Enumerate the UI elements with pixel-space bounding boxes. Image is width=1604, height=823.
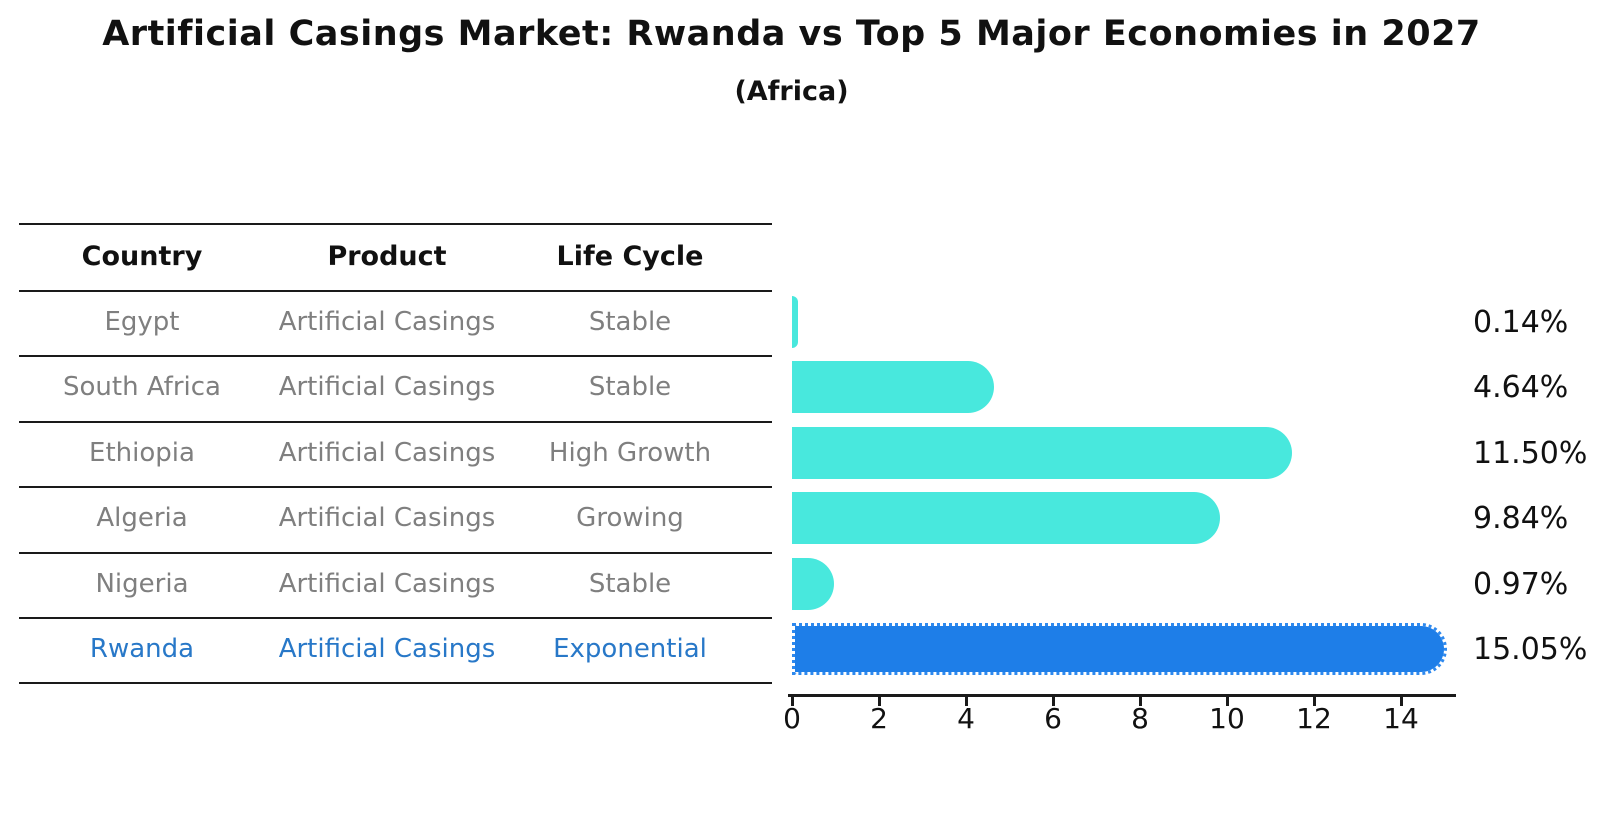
life-cycle-cell: High Growth	[548, 438, 712, 468]
country-cell: Algeria	[96, 503, 188, 533]
bar-egypt	[792, 296, 799, 348]
life-cycle-cell: Growing	[576, 503, 684, 533]
x-tick-label: 0	[783, 702, 801, 735]
table-rule	[19, 552, 772, 554]
x-axis-tick	[1400, 695, 1403, 706]
x-axis-line	[788, 694, 1456, 697]
product-cell: Artificial Casings	[278, 569, 496, 599]
life-cycle-cell: Exponential	[553, 634, 707, 664]
x-tick-label: 2	[870, 702, 888, 735]
country-cell: South Africa	[63, 372, 221, 402]
column-header-country: Country	[81, 241, 203, 272]
x-tick-label: 6	[1044, 702, 1062, 735]
value-label: 0.14%	[1473, 305, 1569, 340]
table-rule	[19, 290, 772, 292]
x-axis-tick	[878, 695, 881, 706]
x-tick-label: 4	[957, 702, 975, 735]
country-cell: Egypt	[104, 307, 180, 337]
life-cycle-cell: Stable	[588, 372, 672, 402]
table-rule	[19, 421, 772, 423]
table-rule	[19, 486, 772, 488]
life-cycle-cell: Stable	[588, 307, 672, 337]
x-axis-tick	[1313, 695, 1316, 706]
value-label: 15.05%	[1473, 632, 1588, 667]
x-tick-label: 8	[1131, 702, 1149, 735]
bar-algeria	[792, 492, 1221, 544]
product-cell: Artificial Casings	[278, 503, 496, 533]
column-header-product: Product	[327, 241, 447, 272]
x-axis-tick	[965, 695, 968, 706]
x-tick-label: 12	[1296, 702, 1332, 735]
table-rule	[19, 355, 772, 357]
chart-subtitle: (Africa)	[734, 76, 849, 107]
table-rule	[19, 617, 772, 619]
x-tick-label: 14	[1383, 702, 1419, 735]
country-cell: Ethiopia	[89, 438, 195, 468]
value-label: 11.50%	[1473, 436, 1588, 471]
x-axis-tick	[791, 695, 794, 706]
table-rule	[19, 682, 772, 684]
product-cell: Artificial Casings	[278, 634, 496, 664]
x-tick-label: 10	[1209, 702, 1245, 735]
chart-title: Artificial Casings Market: Rwanda vs Top…	[102, 14, 1481, 54]
x-axis-tick	[1052, 695, 1055, 706]
bar-ethiopia	[792, 427, 1293, 479]
life-cycle-cell: Stable	[588, 569, 672, 599]
bar-south-africa	[792, 361, 994, 413]
value-label: 9.84%	[1473, 501, 1569, 536]
product-cell: Artificial Casings	[278, 438, 496, 468]
product-cell: Artificial Casings	[278, 372, 496, 402]
country-cell: Rwanda	[89, 634, 195, 664]
country-cell: Nigeria	[95, 569, 189, 599]
bar-rwanda-highlight	[792, 623, 1447, 675]
value-label: 0.97%	[1473, 567, 1569, 602]
value-label: 4.64%	[1473, 370, 1569, 405]
table-rule	[19, 223, 772, 225]
x-axis-tick	[1226, 695, 1229, 706]
column-header-life-cycle: Life Cycle	[556, 241, 704, 272]
x-axis-tick	[1139, 695, 1142, 706]
product-cell: Artificial Casings	[278, 307, 496, 337]
bar-nigeria	[792, 558, 835, 610]
